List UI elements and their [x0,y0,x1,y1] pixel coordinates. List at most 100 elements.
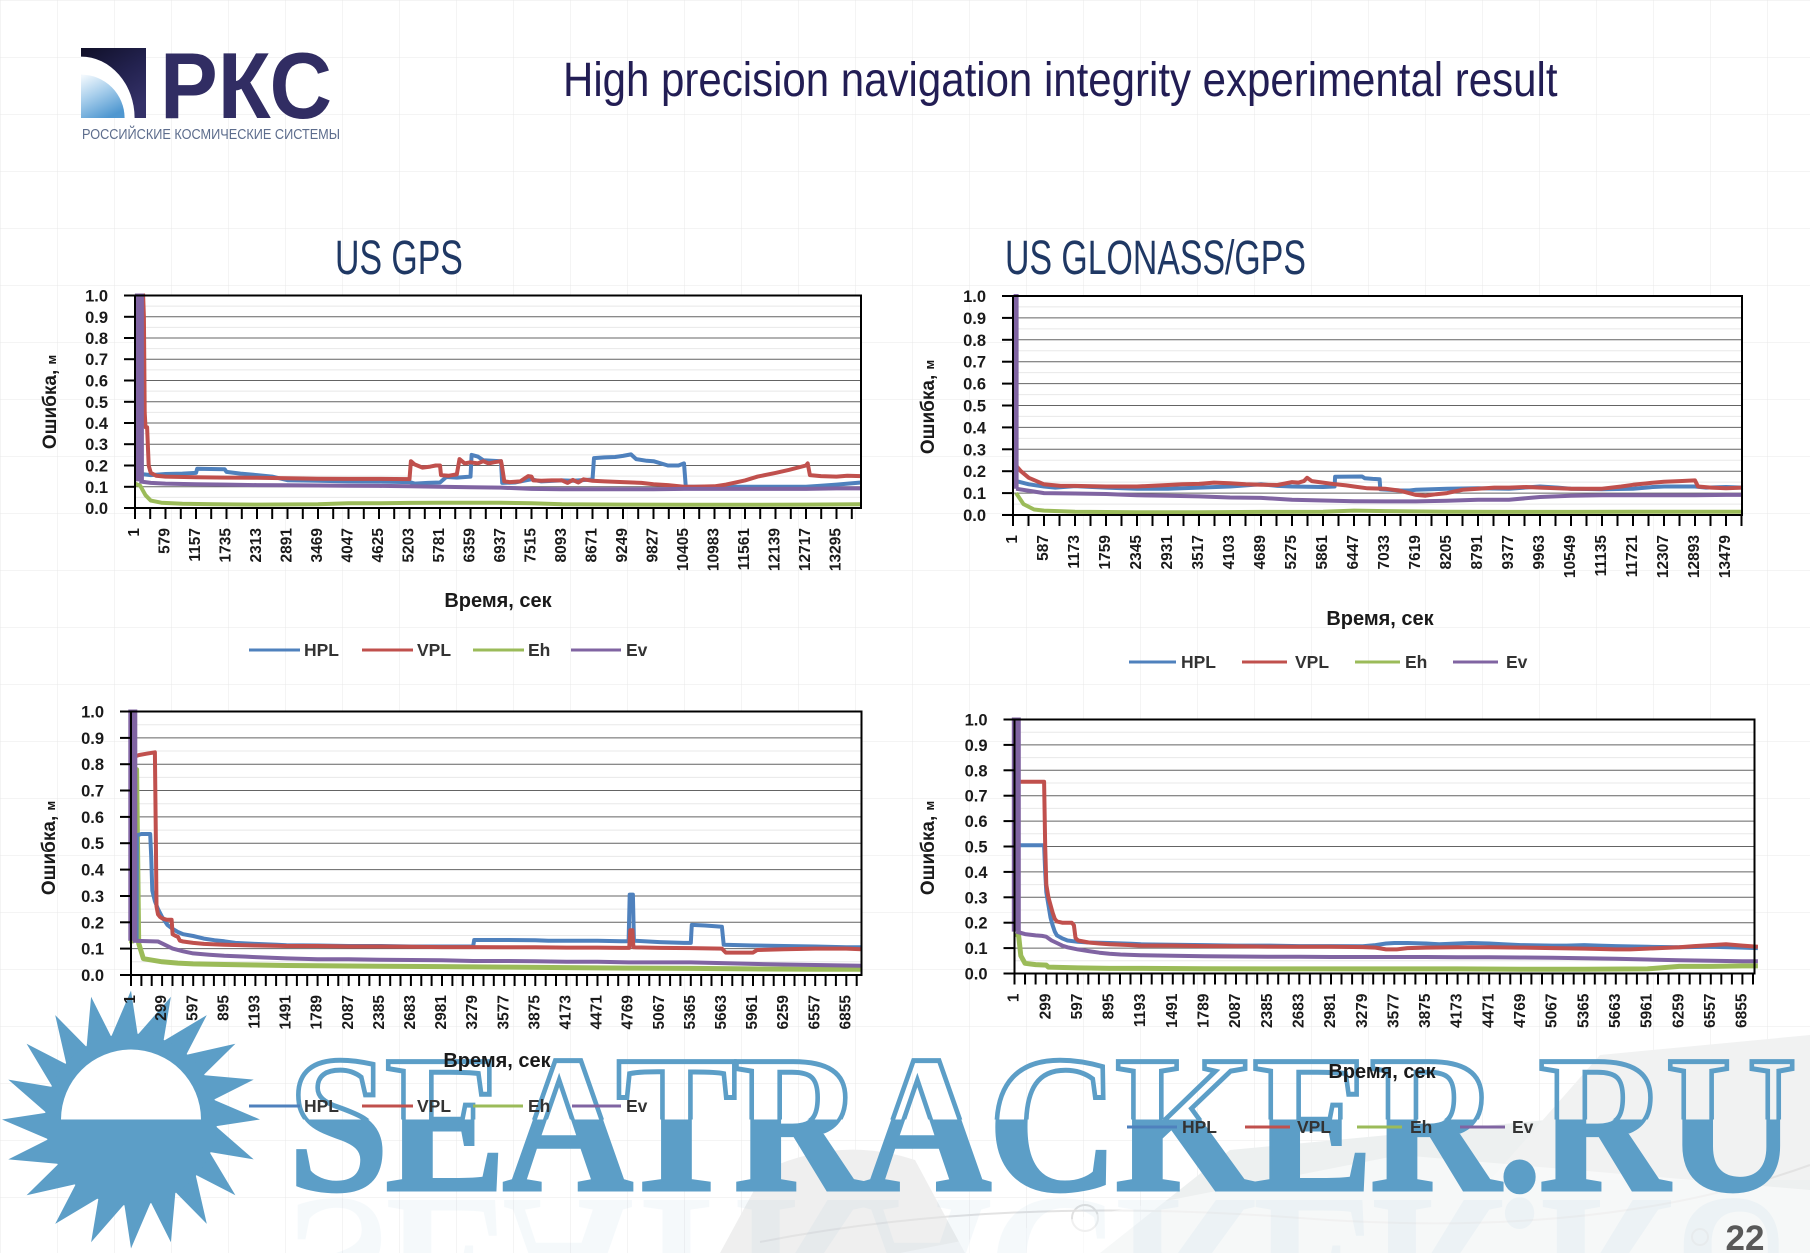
svg-text:HPL: HPL [1182,1117,1217,1137]
svg-text:5663: 5663 [713,995,730,1030]
svg-text:5275: 5275 [1283,535,1300,570]
svg-text:1.0: 1.0 [963,288,986,306]
svg-text:1.0: 1.0 [965,712,988,730]
svg-text:6359: 6359 [462,528,479,563]
svg-text:0.2: 0.2 [965,915,988,933]
svg-text:10983: 10983 [706,528,723,571]
svg-text:1735: 1735 [218,528,235,563]
svg-text:2981: 2981 [1322,993,1339,1028]
svg-text:12717: 12717 [797,528,814,571]
svg-text:0.2: 0.2 [85,458,108,476]
svg-text:5067: 5067 [651,995,668,1029]
svg-text:1759: 1759 [1097,535,1114,570]
svg-text:0.2: 0.2 [81,914,104,932]
svg-text:4173: 4173 [557,995,574,1030]
svg-text:1789: 1789 [1195,993,1212,1028]
svg-text:0.4: 0.4 [965,864,989,882]
svg-text:2313: 2313 [248,528,265,563]
svg-text:0.6: 0.6 [81,809,104,827]
svg-text:2385: 2385 [1259,993,1276,1028]
svg-text:0.8: 0.8 [963,332,986,350]
svg-text:22: 22 [1726,1219,1765,1253]
svg-text:0.8: 0.8 [965,762,988,780]
svg-text:1.0: 1.0 [81,704,104,722]
svg-text:5365: 5365 [1575,993,1592,1028]
svg-text:0.9: 0.9 [963,310,986,328]
svg-text:VPL: VPL [1295,652,1329,672]
svg-text:9377: 9377 [1500,535,1517,569]
svg-text:299: 299 [153,995,170,1021]
svg-text:0.7: 0.7 [963,354,986,372]
svg-text:13479: 13479 [1717,535,1734,578]
svg-text:4471: 4471 [1480,993,1497,1028]
svg-text:5781: 5781 [431,528,448,563]
svg-text:13295: 13295 [828,528,845,571]
svg-text:SEATRACKER.RU: SEATRACKER.RU [288,1157,1793,1253]
svg-text:4103: 4103 [1221,535,1238,570]
svg-text:Eh: Eh [1410,1117,1432,1137]
svg-text:Время, сек: Время, сек [1328,1061,1436,1083]
svg-text:299: 299 [1037,993,1054,1019]
svg-text:1: 1 [1004,535,1021,544]
svg-text:HPL: HPL [304,1096,339,1116]
svg-text:895: 895 [215,995,232,1021]
svg-text:4689: 4689 [1252,535,1269,570]
svg-text:0.4: 0.4 [81,862,105,880]
svg-text:5961: 5961 [744,995,761,1030]
svg-text:0.7: 0.7 [965,788,988,806]
svg-text:0.8: 0.8 [81,756,104,774]
svg-text:РКС: РКС [160,33,332,138]
svg-text:0.0: 0.0 [965,966,988,984]
svg-text:2891: 2891 [279,528,296,563]
svg-text:7619: 7619 [1407,535,1424,570]
svg-text:1491: 1491 [278,995,295,1030]
svg-text:Ev: Ev [626,1096,648,1116]
svg-text:4625: 4625 [370,528,387,563]
svg-text:2683: 2683 [402,995,419,1030]
svg-text:0.1: 0.1 [85,479,108,497]
svg-text:4769: 4769 [1512,993,1529,1028]
svg-text:5365: 5365 [682,995,699,1030]
svg-text:9249: 9249 [614,528,631,563]
svg-text:0.0: 0.0 [81,967,104,985]
svg-text:3875: 3875 [1417,993,1434,1028]
svg-text:0.9: 0.9 [81,730,104,748]
svg-text:8791: 8791 [1469,535,1486,570]
svg-text:Время, сек: Время, сек [443,1050,551,1072]
svg-text:VPL: VPL [1297,1117,1331,1137]
svg-text:SEATRACKER.RU: SEATRACKER.RU [288,1016,1793,1233]
svg-text:8671: 8671 [584,528,601,563]
svg-text:Время, сек: Время, сек [444,590,552,612]
svg-text:VPL: VPL [417,1096,451,1116]
svg-text:11561: 11561 [736,528,753,571]
svg-text:0.3: 0.3 [85,436,108,454]
svg-text:0.5: 0.5 [81,835,104,853]
svg-text:0.0: 0.0 [85,500,108,518]
svg-text:0.3: 0.3 [81,888,104,906]
svg-text:6557: 6557 [1702,994,1719,1028]
svg-text:0.5: 0.5 [963,398,986,416]
svg-text:РОССИЙСКИЕ КОСМИЧЕСКИЕ СИСТЕМЫ: РОССИЙСКИЕ КОСМИЧЕСКИЕ СИСТЕМЫ [82,125,340,143]
svg-text:12893: 12893 [1686,535,1703,578]
svg-text:Время, сек: Время, сек [1326,608,1434,630]
svg-text:8205: 8205 [1438,535,1455,570]
svg-text:5067: 5067 [1544,994,1561,1028]
svg-text:Ошибка, м: Ошибка, м [918,360,939,454]
svg-text:6259: 6259 [775,995,792,1030]
svg-text:0.3: 0.3 [965,889,988,907]
svg-text:Ошибка, м: Ошибка, м [918,801,939,895]
svg-text:579: 579 [157,528,174,554]
svg-text:0.7: 0.7 [85,351,108,369]
svg-text:6557: 6557 [806,995,823,1029]
svg-text:3279: 3279 [464,995,481,1030]
svg-text:6855: 6855 [1733,993,1750,1028]
svg-text:3469: 3469 [309,528,326,563]
svg-text:6937: 6937 [492,528,509,562]
svg-text:0.5: 0.5 [965,839,988,857]
svg-text:1.0: 1.0 [85,288,108,306]
svg-text:0.4: 0.4 [85,415,109,433]
svg-text:2385: 2385 [371,995,388,1030]
svg-text:5203: 5203 [401,528,418,563]
svg-text:2981: 2981 [433,995,450,1030]
svg-text:2087: 2087 [340,995,357,1029]
